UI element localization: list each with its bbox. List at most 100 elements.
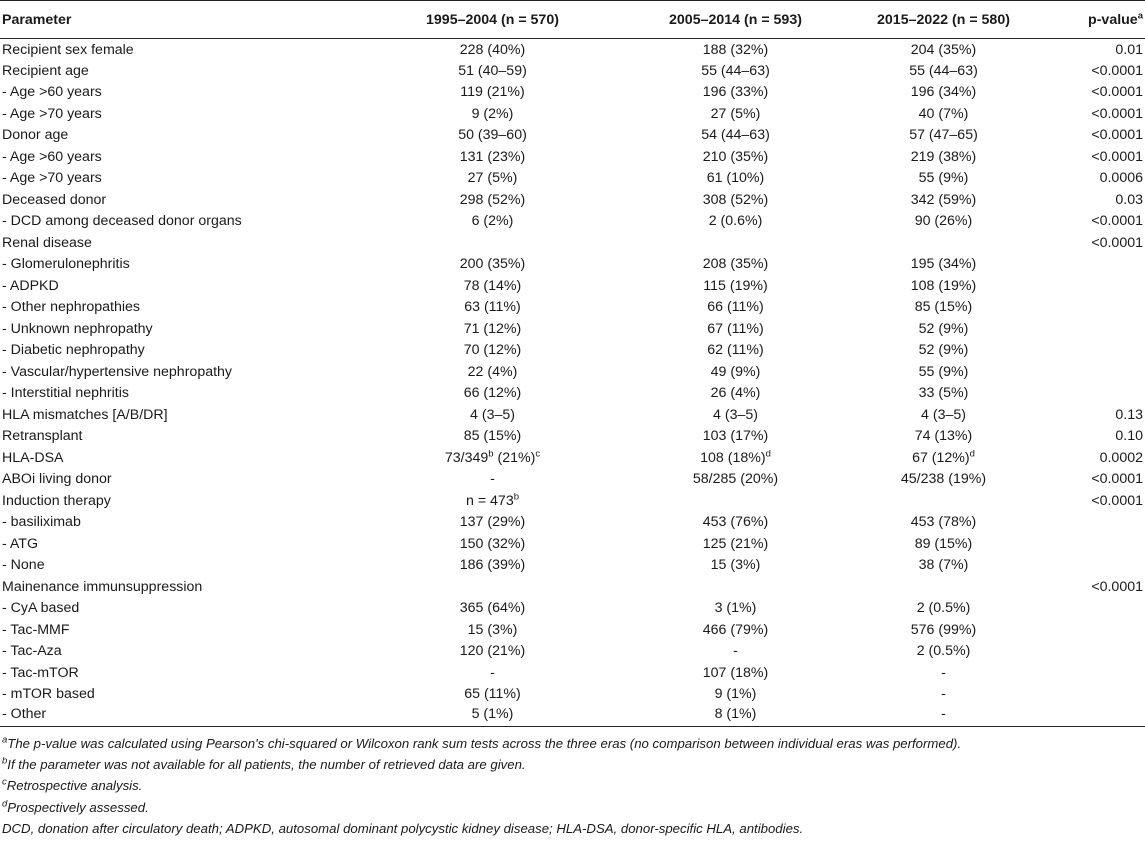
cell-parameter: - ADPKD xyxy=(0,275,370,297)
cell-era-2015-2022: 55 (44–63) xyxy=(856,60,1031,82)
cell-era-2015-2022-text: 219 (38%) xyxy=(910,148,977,165)
cell-parameter: - mTOR based xyxy=(0,684,370,706)
header-parameter: Parameter xyxy=(0,0,370,39)
cell-era-2015-2022-text: 204 (35%) xyxy=(910,41,977,58)
cell-pvalue xyxy=(1031,619,1145,641)
cell-parameter-text: Retransplant xyxy=(2,428,83,445)
cell-era-2005-2014-text: 107 (18%) xyxy=(702,664,769,681)
cell-era-2015-2022-text: 4 (3–5) xyxy=(921,406,966,423)
cell-era-2005-2014-text: 8 (1%) xyxy=(714,706,757,722)
cell-parameter: - Other nephropathies xyxy=(0,297,370,319)
cell-era-2015-2022-text: 74 (13%) xyxy=(914,428,973,445)
cell-era-1995-2004: 22 (4%) xyxy=(370,361,615,383)
cell-parameter-text: - Tac-mTOR xyxy=(2,664,79,681)
cell-era-1995-2004: 85 (15%) xyxy=(370,426,615,448)
cell-era-1995-2004: 70 (12%) xyxy=(370,340,615,362)
cell-era-1995-2004: - xyxy=(370,469,615,491)
cell-era-1995-2004-text: - xyxy=(490,664,495,681)
cell-era-2005-2014: 108 (18%)d xyxy=(615,447,856,469)
cell-era-1995-2004-text: 228 (40%) xyxy=(459,41,526,58)
cell-era-2015-2022-text: 52 (9%) xyxy=(918,320,969,337)
footnote-marker: c xyxy=(535,448,541,460)
cell-parameter-text: - Other nephropathies xyxy=(2,299,141,316)
cell-era-2005-2014: 9 (1%) xyxy=(615,684,856,706)
cell-parameter: - basiliximab xyxy=(0,512,370,534)
data-table: Parameter 1995–2004 (n = 570) 2005–2014 … xyxy=(0,0,1145,727)
cell-era-2015-2022: 90 (26%) xyxy=(856,211,1031,233)
cell-pvalue xyxy=(1031,555,1145,577)
cell-era-2015-2022: 89 (15%) xyxy=(856,533,1031,555)
table-row: HLA-DSA 73/349b (21%)c 108 (18%)d 67 (12%)d… xyxy=(0,447,1145,469)
cell-era-2015-2022-text: 57 (47–65) xyxy=(909,127,978,144)
cell-era-1995-2004-text: 5 (1%) xyxy=(471,706,514,722)
header-pvalue-footnote-marker: a xyxy=(1137,9,1143,21)
cell-era-2005-2014: 26 (4%) xyxy=(615,383,856,405)
cell-pvalue xyxy=(1031,533,1145,555)
cell-era-2005-2014-text: 27 (5%) xyxy=(710,105,761,122)
cell-era-2015-2022: 67 (12%)d xyxy=(856,447,1031,469)
cell-era-2015-2022-text: 55 (9%) xyxy=(918,170,969,187)
cell-era-2015-2022-text: 55 (9%) xyxy=(918,363,969,380)
cell-era-2005-2014-text: 466 (79%) xyxy=(702,621,769,638)
header-row: Parameter 1995–2004 (n = 570) 2005–2014 … xyxy=(0,0,1145,39)
cell-pvalue: <0.0001 xyxy=(1031,232,1145,254)
cell-era-2015-2022: 40 (7%) xyxy=(856,103,1031,125)
cell-parameter: ABOi living donor xyxy=(0,469,370,491)
cell-parameter: - Diabetic nephropathy xyxy=(0,340,370,362)
cell-pvalue xyxy=(1031,254,1145,276)
cell-pvalue xyxy=(1031,512,1145,534)
cell-pvalue xyxy=(1031,318,1145,340)
cell-parameter: - DCD among deceased donor organs xyxy=(0,211,370,233)
cell-era-2015-2022-text: 89 (15%) xyxy=(914,535,973,552)
table-row: Recipient age 51 (40–59) 55 (44–63) 55 (44–… xyxy=(0,60,1145,82)
cell-pvalue-text: 0.0006 xyxy=(1099,170,1143,187)
cell-era-1995-2004-text: 186 (39%) xyxy=(459,557,526,574)
cell-parameter: Renal disease xyxy=(0,232,370,254)
cell-era-2015-2022: 4 (3–5) xyxy=(856,404,1031,426)
cell-era-2015-2022-text: 55 (44–63) xyxy=(909,62,978,79)
cell-era-1995-2004 xyxy=(370,576,615,598)
cell-parameter: - Vascular/hypertensive nephropathy xyxy=(0,361,370,383)
footnote-text: DCD, donation after circulatory death; A… xyxy=(2,820,804,836)
cell-parameter-text: - Glomerulonephritis xyxy=(2,256,130,273)
cell-parameter: - Age >60 years xyxy=(0,146,370,168)
cell-era-1995-2004: 120 (21%) xyxy=(370,641,615,663)
cell-pvalue xyxy=(1031,297,1145,319)
cell-parameter: HLA mismatches [A/B/DR] xyxy=(0,404,370,426)
cell-parameter: - Tac-mTOR xyxy=(0,662,370,684)
cell-era-2005-2014-text: 62 (11%) xyxy=(707,342,764,359)
cell-pvalue xyxy=(1031,383,1145,405)
cell-era-1995-2004: 9 (2%) xyxy=(370,103,615,125)
cell-era-2005-2014-text: 66 (11%) xyxy=(707,299,764,316)
cell-era-1995-2004-text: 85 (15%) xyxy=(463,428,522,445)
cell-era-2015-2022-text: 196 (34%) xyxy=(910,84,977,101)
cell-parameter-text: HLA mismatches [A/B/DR] xyxy=(2,406,168,423)
cell-era-1995-2004: 137 (29%) xyxy=(370,512,615,534)
cell-era-1995-2004-text: 50 (39–60) xyxy=(458,127,527,144)
cell-era-2015-2022: 2 (0.5%) xyxy=(856,598,1031,620)
cell-pvalue: <0.0001 xyxy=(1031,490,1145,512)
cell-era-2005-2014: 66 (11%) xyxy=(615,297,856,319)
cell-parameter-text: - ATG xyxy=(2,535,38,552)
cell-era-2015-2022-text: 195 (34%) xyxy=(910,256,977,273)
cell-era-1995-2004: 78 (14%) xyxy=(370,275,615,297)
cell-era-2005-2014: 107 (18%) xyxy=(615,662,856,684)
cell-era-2005-2014-text: 188 (32%) xyxy=(702,41,769,58)
cell-pvalue: <0.0001 xyxy=(1031,469,1145,491)
cell-era-1995-2004: 63 (11%) xyxy=(370,297,615,319)
cell-era-1995-2004: 65 (11%) xyxy=(370,684,615,706)
cell-era-2015-2022-text: 67 (12%) xyxy=(912,449,970,466)
table-row: - Age >60 years 119 (21%) 196 (33%) 196 (34… xyxy=(0,82,1145,104)
cell-era-2015-2022-text: - xyxy=(941,686,946,703)
cell-pvalue-text: 0.10 xyxy=(1115,428,1143,445)
table-row: ABOi living donor - 58/285 (20%) 45/238 (19… xyxy=(0,469,1145,491)
cell-era-1995-2004-text: 71 (12%) xyxy=(463,320,522,337)
cell-pvalue xyxy=(1031,705,1145,727)
cell-era-2015-2022: 57 (47–65) xyxy=(856,125,1031,147)
cell-pvalue-text: <0.0001 xyxy=(1091,105,1143,122)
cell-parameter-text: - Age >70 years xyxy=(2,105,102,122)
cell-era-2005-2014-text: 49 (9%) xyxy=(710,363,761,380)
cell-era-1995-2004-text: 66 (12%) xyxy=(463,385,522,402)
table-row: Deceased donor 298 (52%) 308 (52%) 342 (59%… xyxy=(0,189,1145,211)
cell-era-1995-2004-text: n = 473 xyxy=(465,492,514,509)
